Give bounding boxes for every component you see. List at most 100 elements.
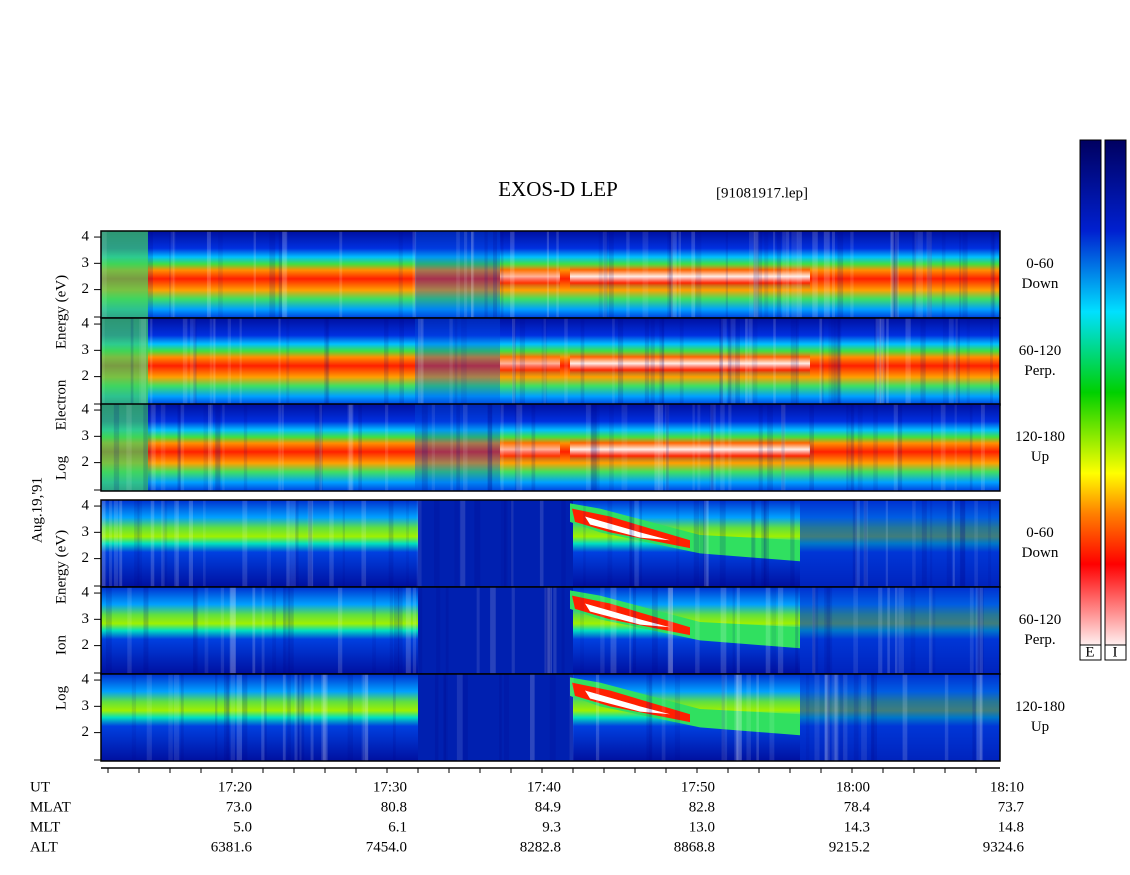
spectrogram-texture xyxy=(976,674,982,761)
spectrogram-texture xyxy=(288,587,294,674)
spectrogram-texture xyxy=(416,500,422,587)
spectrogram-texture xyxy=(252,587,256,674)
spectrogram-texture xyxy=(594,404,600,491)
spectrogram-texture xyxy=(546,587,552,674)
spectrogram-texture xyxy=(959,231,962,318)
spectrogram-texture xyxy=(299,674,302,761)
spectrogram-texture xyxy=(703,500,707,587)
spectrogram-texture xyxy=(307,500,314,587)
spectrogram-texture xyxy=(464,231,468,318)
spectrogram-texture xyxy=(639,500,643,587)
spectrogram-texture xyxy=(269,231,276,318)
spectrogram-texture xyxy=(885,500,888,587)
spectrogram-texture xyxy=(500,404,504,491)
spectrogram-texture xyxy=(193,318,197,405)
spectrogram-texture xyxy=(795,587,799,674)
y-tick-label: 3 xyxy=(82,611,90,627)
panel-pitch: 120-180 xyxy=(1015,429,1065,445)
spectrogram-texture xyxy=(777,587,784,674)
spectrogram-texture xyxy=(226,674,230,761)
spectrogram-texture xyxy=(812,587,819,674)
spectrogram-texture xyxy=(421,318,424,405)
spectrogram-texture xyxy=(790,500,795,587)
colorbar-box xyxy=(1079,644,1102,661)
spectrogram-texture xyxy=(127,587,132,674)
spectrogram-texture xyxy=(347,404,352,491)
spectrogram-texture xyxy=(295,500,299,587)
spectrogram-texture xyxy=(905,318,911,405)
spectrogram-texture xyxy=(220,587,225,674)
spectrogram-texture xyxy=(978,587,984,674)
spectrogram-texture xyxy=(500,231,504,318)
spectrogram-texture xyxy=(282,231,288,318)
spectrogram-texture xyxy=(720,404,725,491)
spectrogram-texture xyxy=(646,674,652,761)
spectrogram-texture xyxy=(384,318,389,405)
spectrogram-texture xyxy=(834,318,840,405)
row-value: 73.0 xyxy=(226,799,252,815)
spectrogram-texture xyxy=(651,587,658,674)
spectrogram-texture xyxy=(751,318,758,405)
spectrogram-texture xyxy=(222,404,225,491)
spectrogram-texture xyxy=(853,674,859,761)
spectrogram-texture xyxy=(790,318,797,405)
file-name: [91081917.lep] xyxy=(716,185,808,201)
spectrogram-texture xyxy=(556,231,559,318)
spectrogram-texture xyxy=(719,318,723,405)
row-value: 84.9 xyxy=(535,799,561,815)
spectrogram-texture xyxy=(850,231,854,318)
spectrogram-texture xyxy=(109,500,112,587)
spectrogram-texture xyxy=(278,318,281,405)
panel-pitch: 60-120 xyxy=(1019,612,1062,628)
axis-label: Ion xyxy=(53,635,69,655)
spectrogram-texture xyxy=(980,587,983,674)
spectrogram-texture xyxy=(364,674,369,761)
spectrogram-texture xyxy=(282,587,286,674)
spectrogram-region xyxy=(500,263,560,290)
spectrogram-texture xyxy=(661,674,666,761)
row-value: 9215.2 xyxy=(829,839,870,855)
spectrogram-texture xyxy=(831,318,836,405)
spectrogram-texture xyxy=(143,587,149,674)
spectrogram-texture xyxy=(131,674,137,761)
spectrogram-texture xyxy=(188,500,193,587)
y-tick-label: 3 xyxy=(82,698,90,714)
spectrogram-texture xyxy=(325,318,329,405)
spectrogram-texture xyxy=(146,674,152,761)
spectrogram-texture xyxy=(629,500,632,587)
spectrogram-texture xyxy=(721,674,728,761)
spectrogram-texture xyxy=(632,587,637,674)
spectrogram-texture xyxy=(753,231,758,318)
spectrogram-texture xyxy=(298,674,305,761)
spectrogram-texture xyxy=(721,318,727,405)
spectrogram-texture xyxy=(180,404,185,491)
spectrogram-texture xyxy=(514,404,521,491)
spectrogram-texture xyxy=(321,674,327,761)
spectrogram-texture xyxy=(795,318,799,405)
spectrogram-texture xyxy=(456,231,460,318)
spectrogram-texture xyxy=(661,318,664,405)
spectrogram-region xyxy=(570,350,810,377)
spectrogram-texture xyxy=(940,404,946,491)
row-value: 17:40 xyxy=(527,779,561,795)
spectrogram-texture xyxy=(679,318,684,405)
row-name: MLAT xyxy=(30,799,71,815)
spectrogram-texture xyxy=(412,587,417,674)
spectrogram-texture xyxy=(412,231,417,318)
row-value: 7454.0 xyxy=(366,839,407,855)
row-value: 5.0 xyxy=(233,819,252,835)
spectrogram-texture xyxy=(697,404,701,491)
spectrogram-texture xyxy=(890,231,895,318)
spectrogram-texture xyxy=(823,231,830,318)
spectrogram-texture xyxy=(541,318,548,405)
spectrogram-texture xyxy=(879,318,885,405)
spectrogram-texture xyxy=(850,404,855,491)
spectrogram-texture xyxy=(979,674,984,761)
spectrogram-texture xyxy=(177,404,181,491)
spectrogram-texture xyxy=(721,674,725,761)
spectrogram-texture xyxy=(607,500,613,587)
spectrogram-texture xyxy=(493,231,498,318)
spectrogram-texture xyxy=(988,500,992,587)
spectrogram-texture xyxy=(603,231,608,318)
